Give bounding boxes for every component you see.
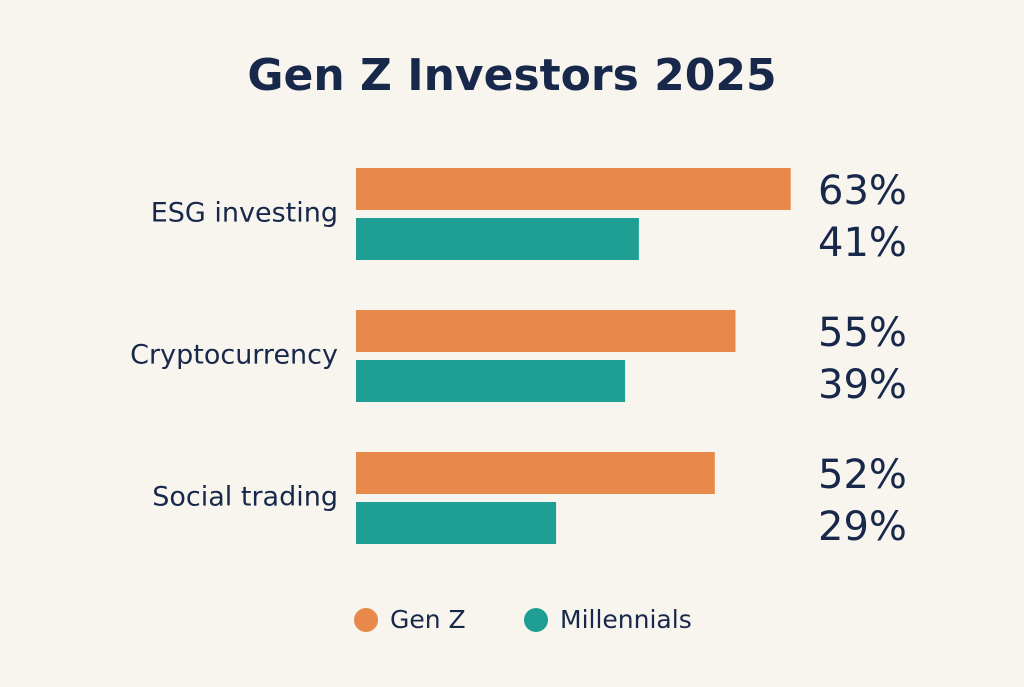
bar: [356, 310, 736, 352]
legend-swatch: [524, 608, 548, 632]
legend-label: Millennials: [560, 605, 692, 634]
bar: [356, 218, 639, 260]
category-label: Cryptocurrency: [130, 340, 338, 371]
value-label: 29%: [818, 504, 907, 550]
value-label: 63%: [818, 168, 907, 214]
value-label: 55%: [818, 310, 907, 356]
value-label: 39%: [818, 362, 907, 408]
category-label: ESG investing: [151, 198, 338, 229]
bar: [356, 452, 715, 494]
bar: [356, 168, 791, 210]
legend-swatch: [354, 608, 378, 632]
bar: [356, 360, 626, 402]
bar: [356, 502, 557, 544]
chart-title: Gen Z Investors 2025: [247, 50, 776, 101]
value-label: 41%: [818, 220, 907, 266]
legend-label: Gen Z: [390, 605, 466, 634]
category-label: Social trading: [152, 482, 338, 513]
value-label: 52%: [818, 452, 907, 498]
